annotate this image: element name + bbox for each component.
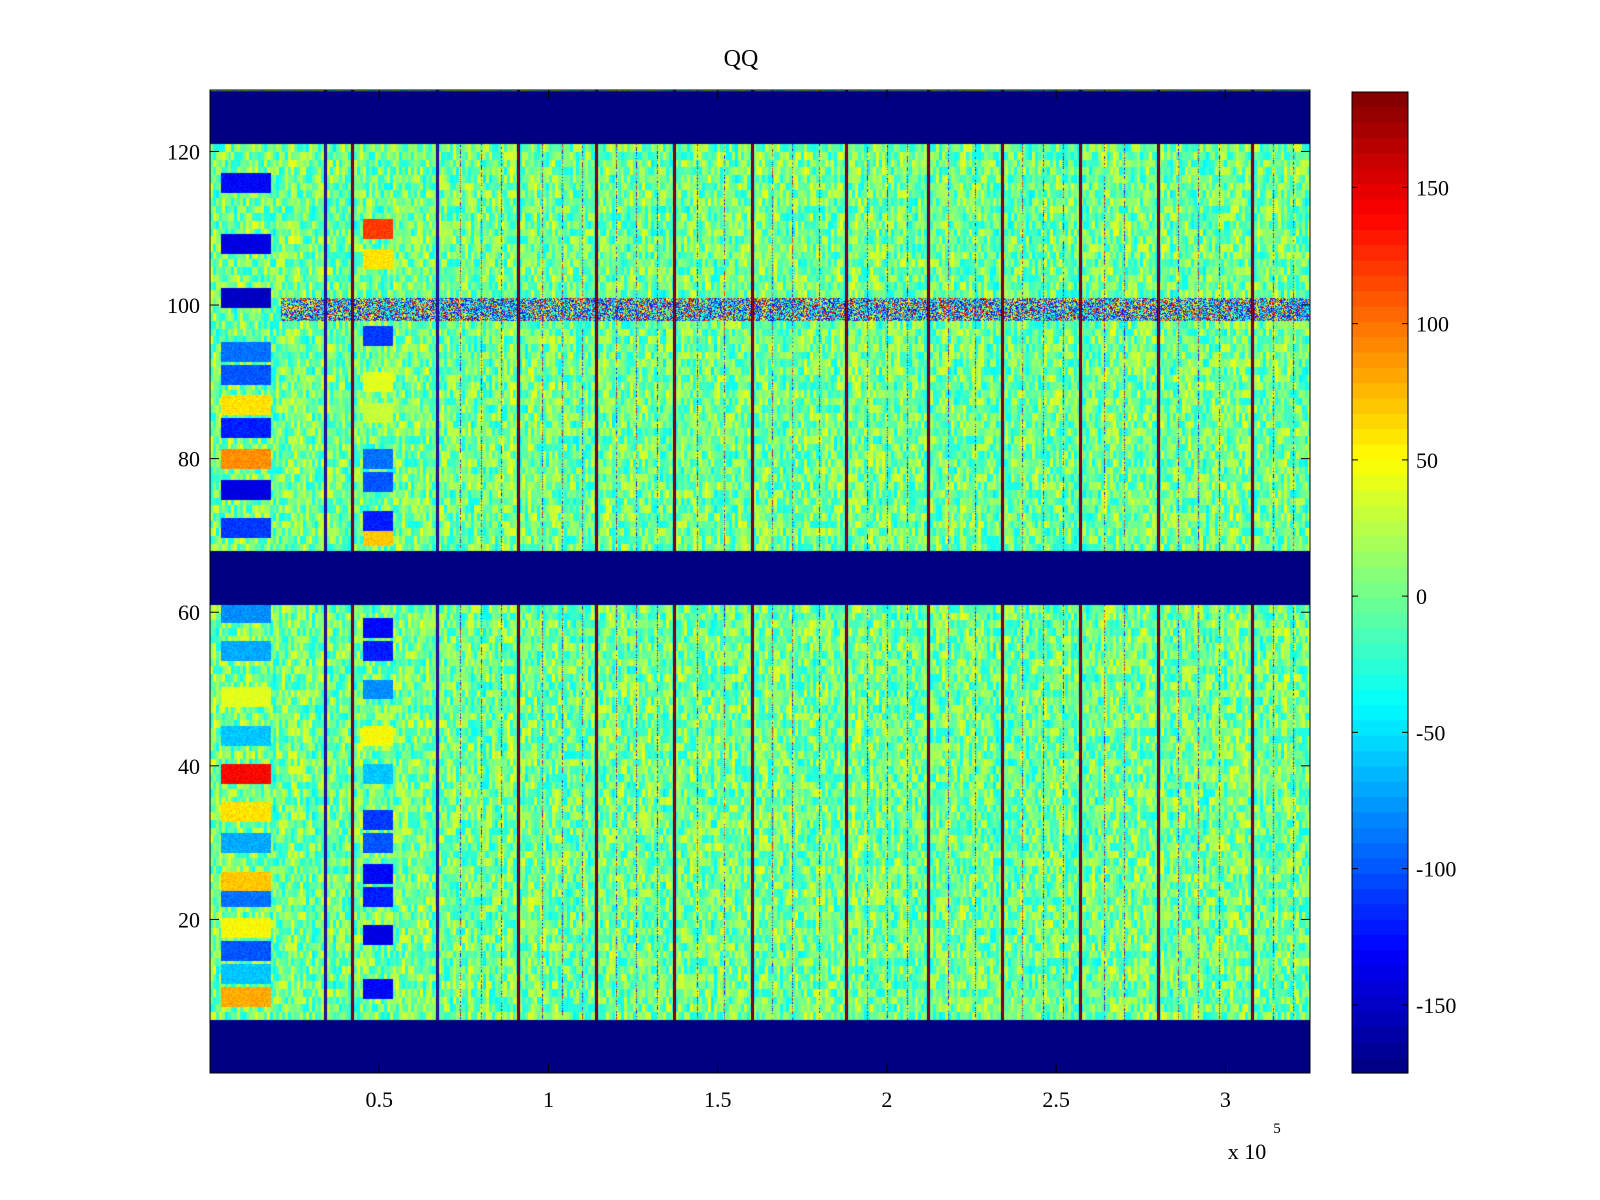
colorbar-tick-label: 50 [1416,448,1438,473]
colorbar-segment [1352,383,1408,400]
colorbar-segment [1352,827,1408,844]
colorbar-segment [1352,367,1408,384]
colorbar-segment [1352,858,1408,875]
colorbar-segment [1352,797,1408,814]
colorbar-segment [1352,613,1408,630]
colorbar-segment [1352,413,1408,430]
colorbar-segment [1352,536,1408,553]
colorbar-segment [1352,981,1408,997]
colorbar-segment [1352,843,1408,860]
colorbar-segment [1352,551,1408,568]
colorbar-segment [1352,873,1408,890]
chart-title: QQ [724,46,759,72]
colorbar-segment [1352,950,1408,967]
colorbar-segment [1352,337,1408,354]
colorbar-segment [1352,260,1408,277]
colorbar-segment [1352,935,1408,951]
y-tick-label: 120 [167,139,200,164]
colorbar-segment [1352,812,1408,829]
x-axis-multiplier-exponent: 5 [1273,1121,1281,1137]
colorbar-frame [1351,91,1409,1074]
plot-frame [209,89,1311,1074]
axes [209,89,1311,1074]
colorbar-segment [1352,137,1408,154]
x-tick-label: 0.5 [365,1087,393,1112]
y-tick-label: 80 [178,447,200,472]
y-tick-label: 40 [178,754,200,779]
colorbar-segment [1352,628,1408,645]
colorbar-segment [1352,996,1408,1013]
colorbar-segment [1352,781,1408,798]
colorbar-segment [1352,904,1408,921]
colorbar-segment [1352,674,1408,691]
colorbar-segment [1352,229,1408,246]
x-tick-label: 1 [543,1087,554,1112]
colorbar-segment [1352,582,1408,599]
colorbar-tick-label: -50 [1416,720,1445,745]
colorbar-tick-label: 150 [1416,175,1449,200]
colorbar-segment [1352,444,1408,461]
colorbar-segment [1352,643,1408,660]
colorbar-segment [1352,889,1408,905]
colorbar-segment [1352,107,1408,124]
y-tick-label: 60 [178,600,200,625]
colorbar-segment [1352,306,1408,323]
x-axis-ticks: 0.5 1 1.5 2 2.5 3 [365,90,1231,1112]
colorbar-segment [1352,92,1408,108]
colorbar-segment [1352,490,1408,507]
heatmap-plot-area [210,90,1310,1073]
x-tick-label: 2.5 [1042,1087,1070,1112]
colorbar-segment [1352,965,1408,982]
colorbar-segment [1352,199,1408,216]
y-axis-ticks: 20 40 60 80 100 120 [167,139,1310,932]
colorbar-segment [1352,1027,1408,1043]
colorbar-segment [1352,168,1408,185]
colorbar-segment [1352,597,1408,614]
colorbar-segment [1352,321,1408,338]
colorbar-segment [1352,352,1408,369]
colorbar-segment [1352,751,1408,768]
colorbar-segment [1352,567,1408,584]
colorbar-tick-label: -100 [1416,857,1456,882]
colorbar-segment [1352,398,1408,415]
colorbar-segment [1352,1057,1408,1074]
colorbar-segment [1352,275,1408,292]
colorbar-segment [1352,505,1408,522]
colorbar-segment [1352,1011,1408,1028]
colorbar-segment [1352,429,1408,446]
colorbar-segment [1352,919,1408,936]
colorbar-segment [1352,766,1408,783]
colorbar-segment [1352,153,1408,170]
colorbar-segment [1352,735,1408,752]
colorbar-segment [1352,459,1408,476]
y-tick-label: 20 [178,907,200,932]
colorbar-segment [1352,705,1408,722]
colorbar-segment [1352,659,1408,676]
colorbar-ticks: -150 -100 -50 0 50 100 150 [1352,175,1456,1018]
y-tick-label: 100 [167,293,200,318]
colorbar-segment [1352,122,1408,139]
colorbar-segment [1352,521,1408,538]
heatmap-image [210,90,1310,1073]
colorbar-segment [1352,689,1408,706]
x-tick-label: 1.5 [704,1087,732,1112]
colorbar-segment [1352,291,1408,308]
colorbar [1351,91,1409,1074]
colorbar-segment [1352,183,1408,200]
colorbar-tick-label: 100 [1416,312,1449,337]
colorbar-tick-label: -150 [1416,993,1456,1018]
colorbar-segment [1352,214,1408,231]
x-tick-label: 3 [1220,1087,1231,1112]
colorbar-segment [1352,475,1408,492]
colorbar-segment [1352,1042,1408,1059]
colorbar-segment [1352,245,1408,262]
colorbar-segment [1352,720,1408,737]
x-tick-label: 2 [881,1087,892,1112]
x-axis-multiplier: x 10 [1228,1139,1267,1164]
colorbar-tick-label: 0 [1416,584,1427,609]
